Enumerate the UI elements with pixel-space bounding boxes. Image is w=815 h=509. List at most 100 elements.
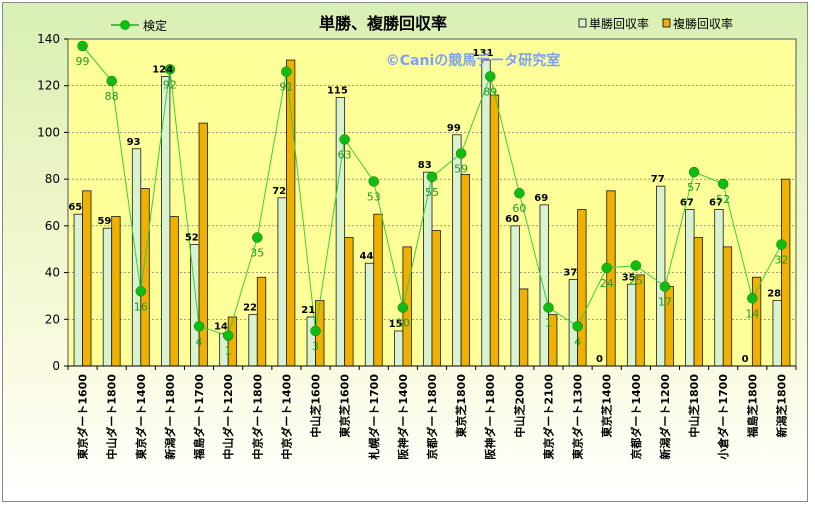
- kentei-point: [252, 232, 263, 243]
- data-label-kentei: 35: [250, 247, 264, 260]
- data-label-tansho: 21: [301, 305, 315, 316]
- kentei-point: [484, 71, 496, 82]
- bar-tansho: [248, 314, 258, 367]
- chart-title: 単勝、複勝回収率: [319, 14, 447, 33]
- legend-label-fukusho: 複勝回収率: [673, 16, 733, 31]
- data-label-tansho: 28: [767, 289, 781, 300]
- x-tick-label: 中山ダート1800: [105, 374, 119, 460]
- data-label-kentei: 3: [312, 340, 319, 353]
- data-label-kentei: 4: [574, 335, 581, 348]
- watermark: ©Caniの競馬データ研究室: [386, 52, 561, 69]
- bar-tansho: [714, 209, 724, 367]
- kentei-point: [193, 321, 205, 332]
- y-tick-label: 40: [45, 266, 60, 280]
- x-tick-label: 中京ダート1400: [279, 374, 293, 460]
- kentei-point: [776, 239, 787, 250]
- x-tick-label: 小倉ダート1700: [716, 374, 730, 461]
- kentei-point: [659, 281, 671, 292]
- data-label-tansho: 0: [596, 354, 603, 365]
- y-tick-label: 80: [45, 172, 60, 186]
- data-label-kentei: 4: [196, 335, 203, 348]
- bar-tansho: [73, 213, 83, 367]
- kentei-point: [164, 64, 176, 75]
- x-tick-label: 京都ダート1400: [629, 374, 643, 460]
- y-tick-label: 100: [37, 125, 60, 139]
- x-axis: 東京ダート1600 中山ダート1800 東京ダート1400 新潟ダート1800 福島ダー…: [67, 365, 797, 461]
- series-line: [77, 40, 787, 341]
- data-labels: 6559931245214227221115441583991316069370…: [68, 48, 788, 365]
- legend-swatch-tansho: [578, 18, 587, 28]
- data-label-tansho: 72: [272, 186, 286, 197]
- x-tick-label: 中山ダート1200: [221, 374, 235, 460]
- kentei-point: [747, 293, 758, 304]
- bar-fukusho: [227, 316, 238, 367]
- data-label-tansho: 67: [680, 198, 694, 209]
- kentei-point: [310, 325, 321, 337]
- data-label-kentei: 88: [105, 90, 119, 103]
- data-label-kentei: 1: [545, 317, 552, 330]
- x-tick-label: 新潟ダート1200: [658, 374, 672, 460]
- kentei-point: [222, 330, 234, 341]
- data-label-tansho: 0: [742, 354, 749, 365]
- data-label-tansho: 115: [327, 85, 348, 96]
- x-tick-label: 東京芝1800: [454, 374, 468, 438]
- data-label-kentei: 60: [512, 202, 526, 215]
- data-label-tansho: 60: [505, 214, 519, 225]
- x-tick-label: 札幌ダート1700: [367, 374, 381, 461]
- chart-frame: 65 59 93 124 52 14 22 72 21 115 44 15 83 99 131 60 69 37 0…: [2, 2, 808, 502]
- bar-tansho: [539, 204, 549, 367]
- x-tick-label: 阪神ダート1400: [396, 374, 410, 460]
- data-label-tansho: 131: [473, 48, 494, 59]
- bar-fukusho: [82, 190, 92, 367]
- bar-tansho: [102, 227, 113, 367]
- data-label-tansho: 69: [534, 193, 548, 204]
- kentei-point: [455, 148, 467, 159]
- bar-fukusho: [489, 94, 500, 367]
- bar-fukusho: [256, 276, 267, 367]
- kentei-point: [601, 262, 612, 274]
- bar-fukusho: [460, 174, 471, 367]
- bar-fukusho: [518, 288, 529, 367]
- x-tick-label: 中山芝1600: [309, 374, 323, 438]
- bar-tansho: [656, 185, 666, 367]
- data-label-kentei: 25: [629, 275, 643, 288]
- data-label-kentei: 1: [225, 345, 232, 358]
- bar-fukusho: [140, 188, 150, 367]
- data-label-kentei: 92: [163, 78, 177, 91]
- kentei-point: [426, 171, 438, 183]
- data-label-tansho: 124: [152, 64, 173, 75]
- data-label-tansho: 77: [651, 174, 665, 185]
- bar-fukusho: [169, 216, 179, 367]
- data-label-tansho: 93: [127, 137, 141, 148]
- kentei-point: [514, 187, 525, 199]
- bar-tansho: [277, 197, 287, 367]
- x-tick-label: 新潟芝1800: [774, 374, 788, 438]
- y-tick-label: 140: [37, 32, 60, 46]
- x-tick-label: 中京ダート1800: [250, 374, 264, 460]
- legend-label-tansho: 単勝回収率: [589, 16, 649, 31]
- kentei-point: [397, 302, 409, 313]
- data-label-tansho: 52: [185, 233, 199, 244]
- bar-tansho: [393, 330, 404, 367]
- x-tick-label: 東京ダート1600: [76, 374, 90, 460]
- data-label-kentei: 14: [745, 307, 759, 320]
- data-label-kentei: 57: [687, 181, 701, 194]
- data-label-kentei: 63: [338, 148, 352, 161]
- data-label-tansho: 44: [360, 251, 374, 262]
- x-tick-label: 中山芝2000: [512, 374, 526, 438]
- kentei-point: [688, 166, 700, 178]
- chart: 6559931245214227221115441583991316069370…: [37, 14, 797, 461]
- data-label-kentei: 16: [134, 300, 148, 313]
- data-label-kentei: 99: [76, 55, 90, 68]
- bar-tansho: [685, 209, 695, 367]
- bar-fukusho: [344, 237, 354, 367]
- x-tick-label: 東京ダート1300: [571, 374, 585, 460]
- data-label-tansho: 22: [243, 303, 257, 314]
- y-axis: 0 20 40 60 80 100 120 140: [37, 32, 68, 373]
- y-tick-label: 0: [52, 359, 60, 373]
- bar-fukusho: [781, 178, 791, 367]
- bar-tansho: [772, 300, 782, 367]
- data-label-tansho: 67: [709, 198, 723, 209]
- x-tick-label: 阪神ダート1800: [483, 374, 497, 460]
- data-label-tansho: 59: [97, 216, 111, 227]
